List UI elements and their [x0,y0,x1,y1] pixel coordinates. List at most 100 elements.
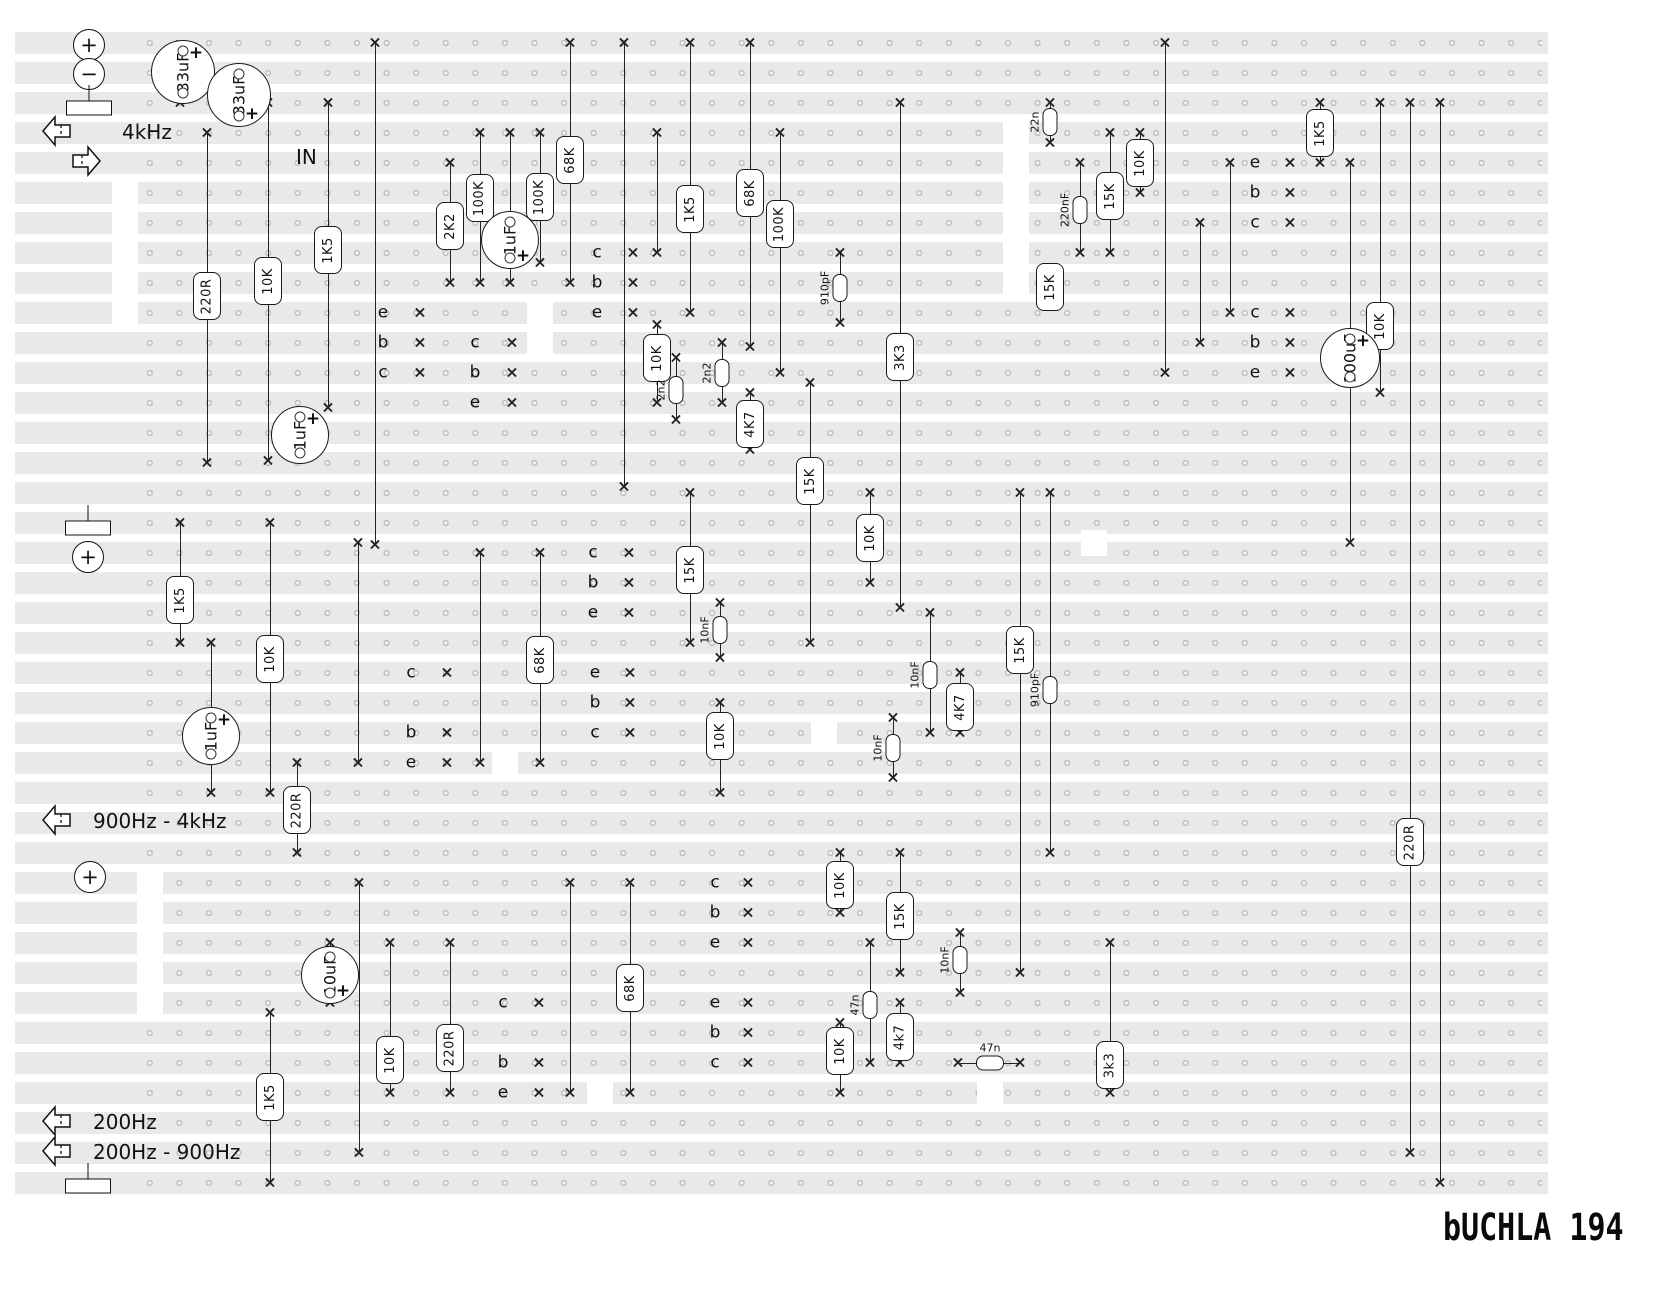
capacitor [952,946,968,974]
transistor-pin-b: b [591,272,603,293]
solder-x-mark: × [352,1142,366,1162]
jumper-wire [1440,103,1441,1183]
transistor-pin-e: e [405,752,417,773]
solder-x-mark: × [741,932,755,952]
solder-x-mark: × [1403,1142,1417,1162]
solder-x-mark: × [563,32,577,52]
arrow-left-icon [41,803,73,840]
hole-dots [135,572,1542,594]
solder-x-mark: × [505,392,519,412]
solder-x-mark: × [617,32,631,52]
solder-x-mark: × [200,122,214,142]
solder-x-mark: × [443,152,457,172]
copper-strip-row [15,1142,1548,1164]
copper-strip-row [15,362,1548,384]
jumper-wire [624,43,625,487]
transistor-pin-c: c [1250,302,1260,323]
solder-pad [294,411,306,423]
resistor-value-label: 2K2 [442,212,458,240]
copper-strip-row [15,512,1548,534]
solder-x-mark: × [1403,92,1417,112]
solder-x-mark: × [1433,92,1447,112]
hole-dots [135,302,1542,324]
resistor-value-label: 15K [1012,636,1028,664]
solder-x-mark: × [1103,122,1117,142]
resistor: 68K [616,964,644,1012]
transistor-pin-b: b [405,722,417,743]
hole-dots [135,932,1542,954]
hole-dots [135,1082,1542,1104]
strip-cut [112,270,138,296]
frequency-label: IN [296,144,317,169]
solder-x-mark: × [503,122,517,142]
polarity-plus-mark: + [216,710,232,730]
transistor-pin-b: b [377,332,389,353]
solder-x-mark: × [1043,482,1057,502]
transistor-pin-c: c [406,662,416,683]
solder-x-mark: × [204,782,218,802]
resistor-value-label: 4k7 [892,1024,908,1050]
minus-terminal-icon: − [73,58,105,90]
jumper-wire [1050,493,1051,853]
strip-cut [1003,240,1029,266]
solder-pad [205,712,217,724]
hole-dots [135,692,1542,714]
solder-pad [233,110,245,122]
solder-x-mark: × [622,572,636,592]
resistor-value-label: 10K [260,267,276,295]
solder-x-mark: × [505,332,519,352]
solder-x-mark: × [622,602,636,622]
resistor: 220R [193,272,221,320]
solder-pad [1344,333,1356,345]
resistor: 10K [256,635,284,683]
solder-x-mark: × [563,872,577,892]
resistor: 100K [526,173,554,221]
resistor-value-label: 68K [562,146,578,174]
polarity-plus-mark: + [305,409,321,429]
resistor-value-label: 1K5 [262,1083,278,1111]
copper-strip-row [15,602,1548,624]
solder-x-mark: × [650,122,664,142]
solder-x-mark: × [833,242,847,262]
jumper-wire [780,133,781,373]
resistor: 10K [826,1027,854,1075]
copper-strip-row [15,542,1548,564]
solder-x-mark: × [669,347,683,367]
solder-x-mark: × [1283,332,1297,352]
strip-cut [1081,530,1107,556]
ground-stem [88,85,90,101]
solder-x-mark: × [683,632,697,652]
solder-x-mark: × [1343,152,1357,172]
solder-x-mark: × [321,92,335,112]
jumper-wire [657,133,658,253]
solder-x-mark: × [715,392,729,412]
resistor: 2K2 [436,202,464,250]
hole-dots [135,962,1542,984]
capacitor [712,616,728,644]
strip-cut [1003,270,1029,296]
solder-x-mark: × [650,314,664,334]
copper-strip-row [15,632,1548,654]
solder-x-mark: × [1313,92,1327,112]
solder-x-mark: × [743,32,757,52]
solder-x-mark: × [923,602,937,622]
copper-strip-row [15,1082,1548,1104]
resistor: 15K [676,546,704,594]
resistor-value-label: 10K [1132,149,1148,177]
strip-cut [137,870,163,896]
transistor-pin-c: c [1250,212,1260,233]
resistor-value-label: 10K [712,722,728,750]
solder-x-mark: × [893,962,907,982]
strip-cut [112,240,138,266]
copper-strip-row [15,152,1548,174]
transistor-pin-e: e [377,302,389,323]
resistor-value-label: 10K [382,1046,398,1074]
resistor: 15K [1036,263,1064,311]
hole-dots [135,62,1542,84]
transistor-pin-e: e [1249,152,1261,173]
solder-x-mark: × [833,1012,847,1032]
copper-strip-row [15,32,1548,54]
frequency-label: 4kHz [122,119,172,144]
resistor: 1K5 [256,1073,284,1121]
